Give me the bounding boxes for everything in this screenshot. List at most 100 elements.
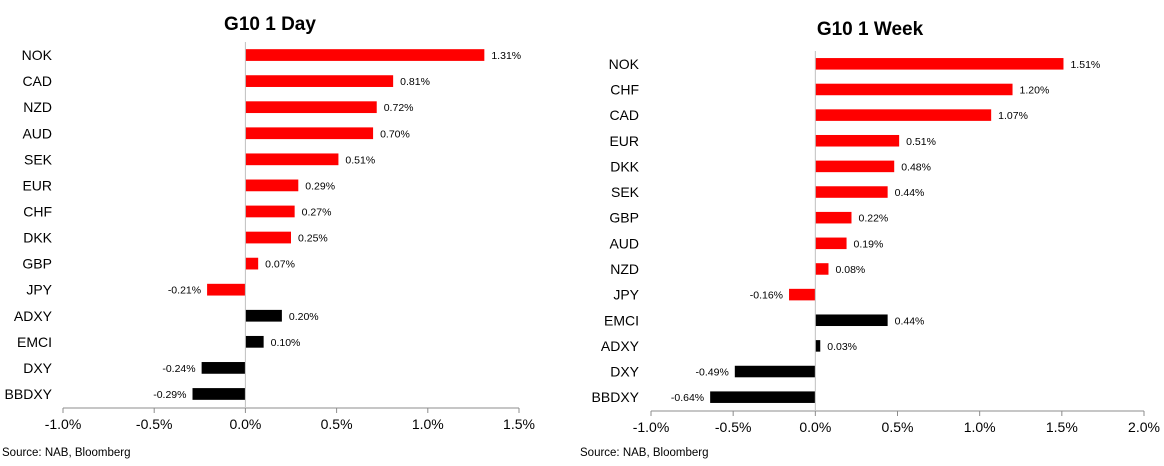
value-label: 1.20% bbox=[1020, 84, 1050, 96]
bar-sek bbox=[815, 186, 888, 198]
bar-nzd bbox=[815, 263, 829, 275]
category-label: NZD bbox=[610, 261, 639, 277]
x-tick-label: -1.0% bbox=[45, 416, 82, 432]
category-label: CHF bbox=[23, 203, 52, 219]
category-label: SEK bbox=[611, 184, 640, 200]
category-label: EMCI bbox=[17, 334, 52, 350]
value-label: 0.03% bbox=[827, 341, 857, 353]
value-label: 0.44% bbox=[895, 315, 925, 327]
bar-dkk bbox=[245, 231, 291, 244]
x-tick-label: 0.5% bbox=[882, 419, 914, 435]
category-label: ADXY bbox=[601, 338, 640, 354]
value-label: 0.81% bbox=[400, 76, 430, 88]
bar-cad bbox=[815, 109, 992, 121]
source-note: Source: NAB, Bloomberg bbox=[2, 447, 130, 459]
category-label: NOK bbox=[22, 47, 53, 63]
x-tick-label: -0.5% bbox=[136, 416, 173, 432]
value-label: 1.51% bbox=[1070, 59, 1100, 71]
bar-sek bbox=[245, 153, 339, 166]
value-label: 1.31% bbox=[491, 50, 521, 62]
bar-emci bbox=[245, 335, 264, 348]
x-tick-label: 2.0% bbox=[1128, 419, 1160, 435]
value-label: 0.48% bbox=[901, 161, 931, 173]
x-tick-label: 1.0% bbox=[412, 416, 444, 432]
category-label: DKK bbox=[23, 230, 52, 246]
value-label: -0.49% bbox=[696, 367, 729, 379]
category-label: SEK bbox=[24, 151, 53, 167]
bar-jpy bbox=[207, 283, 246, 296]
value-label: 0.19% bbox=[854, 238, 884, 250]
category-label: EUR bbox=[609, 133, 639, 149]
category-label: AUD bbox=[22, 125, 52, 141]
value-label: -0.24% bbox=[162, 363, 195, 375]
x-tick-label: 0.0% bbox=[229, 416, 261, 432]
value-label: -0.64% bbox=[671, 392, 704, 404]
bar-emci bbox=[815, 314, 888, 327]
bar-cad bbox=[245, 75, 394, 87]
value-label: 0.20% bbox=[289, 311, 319, 323]
value-label: 0.51% bbox=[906, 136, 936, 148]
bar-chf bbox=[815, 83, 1013, 96]
category-label: GBP bbox=[609, 210, 639, 226]
x-tick-label: 0.0% bbox=[799, 419, 831, 435]
value-label: 0.25% bbox=[298, 233, 328, 245]
value-label: -0.21% bbox=[168, 285, 201, 297]
x-tick-label: 0.5% bbox=[321, 416, 353, 432]
value-label: 0.70% bbox=[380, 128, 410, 140]
bar-nzd bbox=[245, 101, 377, 114]
bar-gbp bbox=[245, 257, 259, 270]
chart-g10-1-day: G10 1 Day NOK 1.31% CAD 0.81% NZD 0.72% AUD 0.70… bbox=[0, 0, 560, 466]
chart-g10-1-day-svg: G10 1 Day NOK 1.31% CAD 0.81% NZD 0.72% AUD 0.70… bbox=[2, 14, 535, 459]
value-label: 0.22% bbox=[858, 213, 888, 225]
bar-nok bbox=[245, 49, 485, 61]
value-label: 0.27% bbox=[302, 206, 332, 218]
bar-dxy bbox=[734, 365, 816, 378]
bar-gbp bbox=[815, 211, 852, 224]
source-note: Source: NAB, Bloomberg bbox=[580, 447, 708, 459]
category-label: DXY bbox=[610, 364, 639, 380]
bar-aud bbox=[245, 127, 374, 140]
value-label: 0.08% bbox=[835, 264, 865, 276]
chart-g10-1-week: G10 1 Week NOK 1.51% CHF 1.20% CAD 1.07% EUR 0.5… bbox=[574, 0, 1164, 466]
category-label: DKK bbox=[610, 158, 639, 174]
bar-bbdxy bbox=[192, 388, 246, 400]
bar-eur bbox=[245, 179, 299, 192]
value-label: 0.10% bbox=[271, 337, 301, 349]
bar-dkk bbox=[815, 160, 895, 173]
value-label: -0.29% bbox=[153, 389, 186, 401]
bar-adxy bbox=[245, 309, 282, 322]
value-label: 0.51% bbox=[345, 154, 375, 166]
x-tick-label: 1.0% bbox=[964, 419, 996, 435]
category-label: NZD bbox=[23, 99, 52, 115]
category-label: NOK bbox=[609, 56, 640, 72]
category-label: JPY bbox=[26, 282, 52, 298]
chart-title: G10 1 Week bbox=[817, 19, 924, 40]
chart-title: G10 1 Day bbox=[224, 14, 316, 35]
category-label: BBDXY bbox=[5, 386, 53, 402]
category-label: CHF bbox=[610, 81, 639, 97]
category-label: BBDXY bbox=[592, 389, 640, 405]
category-label: DXY bbox=[23, 360, 52, 376]
category-label: AUD bbox=[609, 235, 639, 251]
x-tick-label: -1.0% bbox=[633, 419, 670, 435]
bar-jpy bbox=[789, 288, 816, 301]
bar-chf bbox=[245, 205, 295, 218]
chart-g10-1-week-svg: G10 1 Week NOK 1.51% CHF 1.20% CAD 1.07% EUR 0.5… bbox=[580, 19, 1160, 459]
category-label: CAD bbox=[22, 73, 52, 89]
bar-bbdxy bbox=[710, 391, 816, 403]
value-label: -0.16% bbox=[750, 290, 783, 302]
category-label: CAD bbox=[609, 107, 639, 123]
category-label: GBP bbox=[22, 256, 52, 272]
category-label: EMCI bbox=[604, 312, 639, 328]
value-label: 0.72% bbox=[384, 102, 414, 114]
bar-nok bbox=[815, 58, 1064, 70]
x-tick-label: 1.5% bbox=[503, 416, 535, 432]
x-tick-label: 1.5% bbox=[1046, 419, 1078, 435]
x-tick-label: -0.5% bbox=[715, 419, 752, 435]
value-label: 0.44% bbox=[895, 187, 925, 199]
value-label: 0.07% bbox=[265, 259, 295, 271]
value-label: 0.29% bbox=[305, 180, 335, 192]
category-label: EUR bbox=[22, 177, 52, 193]
category-label: ADXY bbox=[14, 308, 53, 324]
bar-dxy bbox=[201, 362, 246, 374]
